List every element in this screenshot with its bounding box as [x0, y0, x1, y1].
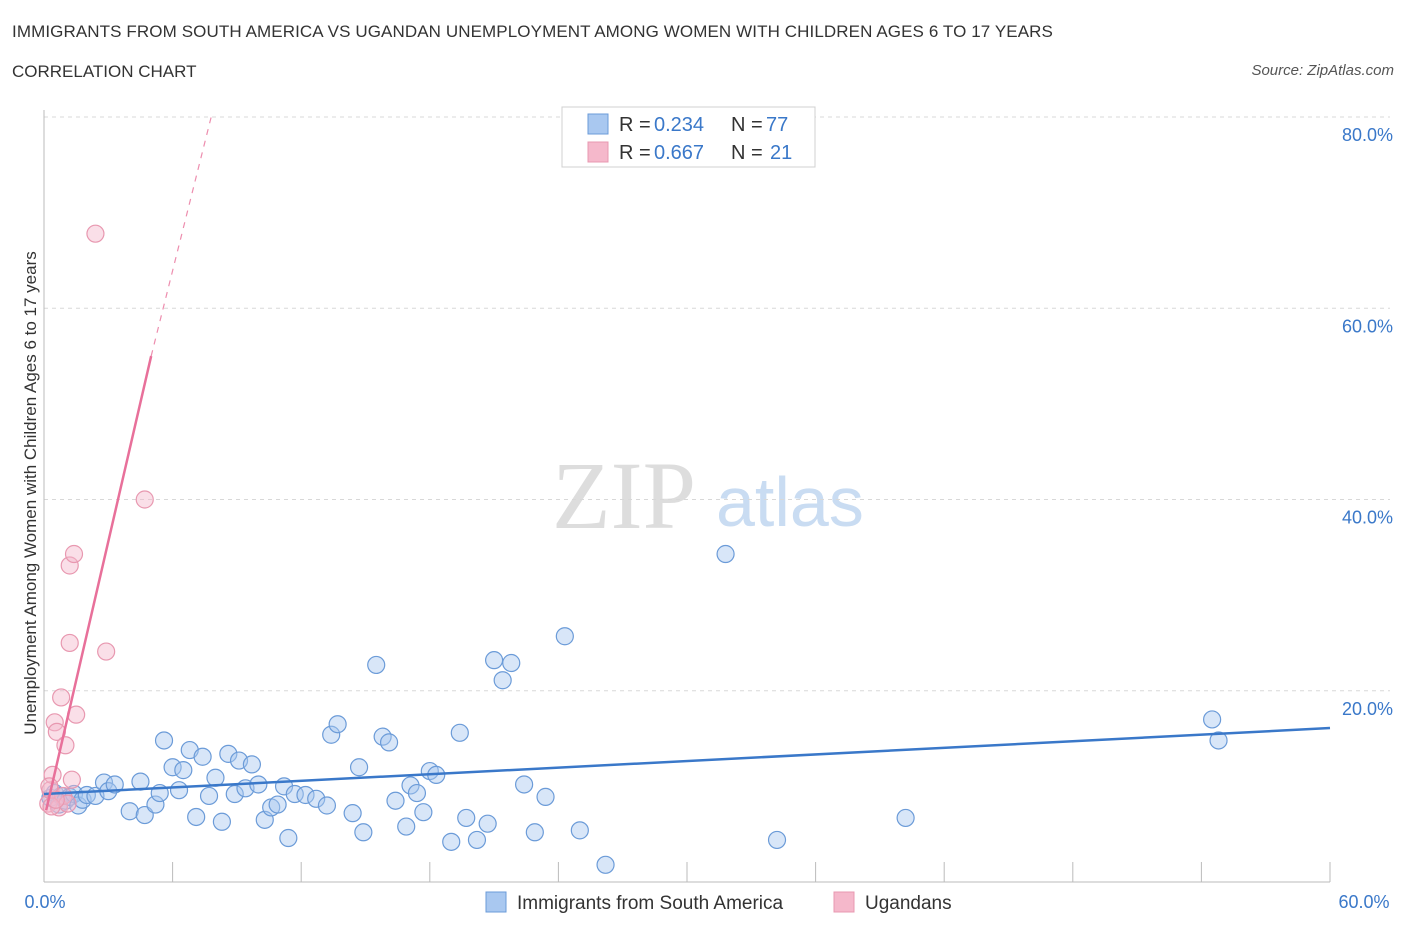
point-immigrants-59: [442, 832, 461, 851]
point-immigrants-55: [407, 783, 427, 803]
point-immigrants-21: [169, 781, 189, 800]
legend-n-value-blue: 77: [766, 114, 788, 136]
point-immigrants-41: [296, 785, 315, 805]
series-ugandans-points: [39, 224, 154, 817]
y-tick-label-0: 20.0%: [1342, 699, 1393, 719]
y-axis-label: Unemployment Among Women with Children A…: [21, 251, 40, 735]
point-immigrants-49: [367, 655, 386, 675]
trend-line-ugandans: [44, 355, 153, 811]
point-immigrants-74: [767, 830, 787, 850]
point-immigrants-65: [493, 671, 512, 690]
point-immigrants-25: [193, 747, 212, 766]
point-immigrants-24: [187, 807, 206, 827]
watermark-zip: ZIP: [552, 442, 696, 549]
point-immigrants-22: [174, 761, 193, 780]
point-immigrants-76: [1203, 710, 1222, 729]
point-immigrants-51: [379, 733, 399, 752]
point-immigrants-67: [515, 775, 534, 794]
point-ugandans-17: [135, 490, 154, 509]
point-immigrants-62: [467, 830, 487, 850]
point-immigrants-44: [322, 725, 341, 744]
bottom-legend-label-ugandans: Ugandans: [865, 893, 952, 914]
series-legend: Immigrants from South America Ugandans: [485, 891, 952, 914]
legend-r-value-pink: 0.667: [654, 142, 704, 164]
point-immigrants-48: [354, 823, 373, 842]
point-ugandans-10: [60, 556, 79, 575]
point-immigrants-33: [242, 755, 262, 774]
bottom-legend-swatch-ugandans: [833, 891, 855, 913]
watermark-atlas: atlas: [716, 463, 864, 541]
x-tick-label-min: 0.0%: [24, 892, 65, 912]
y-tick-label-2: 60.0%: [1342, 316, 1393, 336]
point-immigrants-56: [414, 803, 433, 822]
point-immigrants-45: [328, 715, 347, 734]
point-immigrants-26: [199, 786, 219, 806]
legend-swatch-pink: [587, 141, 609, 163]
point-immigrants-71: [570, 821, 589, 840]
point-immigrants-72: [596, 855, 615, 874]
point-immigrants-37: [268, 795, 287, 814]
series-immigrants-points: [41, 544, 1228, 874]
legend-swatch-blue: [587, 113, 609, 135]
point-ugandans-6: [52, 688, 71, 707]
point-immigrants-53: [397, 817, 416, 836]
x-ticks: [172, 862, 1331, 882]
point-ugandans-16: [97, 642, 116, 661]
legend-r-label-blue: R =: [619, 114, 651, 136]
point-ugandans-12: [62, 770, 81, 789]
stats-legend: R = 0.234 N = 77 R = 0.667 N = 21: [561, 106, 816, 168]
point-immigrants-70: [555, 627, 574, 646]
point-immigrants-52: [386, 791, 405, 810]
y-tick-labels: 20.0% 40.0% 60.0% 80.0%: [1342, 125, 1393, 719]
trend-line-immigrants: [43, 726, 1331, 796]
legend-r-value-blue: 0.234: [654, 114, 704, 136]
point-immigrants-66: [502, 653, 521, 673]
point-immigrants-20: [163, 758, 182, 777]
point-immigrants-61: [457, 808, 476, 828]
x-tick-label-max: 60.0%: [1338, 892, 1389, 912]
point-immigrants-69: [536, 787, 555, 806]
point-immigrants-46: [343, 804, 362, 823]
point-immigrants-17: [146, 795, 165, 814]
point-immigrants-19: [154, 731, 174, 750]
point-immigrants-14: [120, 802, 139, 821]
point-immigrants-39: [279, 828, 298, 848]
point-immigrants-13: [105, 775, 124, 794]
bottom-legend-swatch-immigrants: [485, 891, 507, 913]
point-immigrants-64: [485, 651, 504, 670]
trend-line-ugandans-extension: [150, 116, 212, 357]
point-immigrants-29: [219, 744, 238, 763]
point-immigrants-43: [317, 796, 337, 815]
point-ugandans-11: [60, 633, 79, 653]
y-tick-label-3: 80.0%: [1342, 125, 1393, 145]
legend-n-label-pink: N =: [731, 142, 763, 164]
point-immigrants-75: [896, 808, 915, 828]
bottom-legend-label-immigrants: Immigrants from South America: [517, 893, 784, 914]
chart-title: IMMIGRANTS FROM SOUTH AMERICA VS UGANDAN…: [12, 22, 1053, 41]
point-immigrants-47: [349, 758, 369, 777]
point-immigrants-73: [716, 544, 735, 564]
chart-subtitle: CORRELATION CHART: [12, 62, 197, 81]
point-ugandans-15: [86, 224, 105, 243]
source-label: Source: ZipAtlas.com: [1251, 62, 1394, 79]
y-tick-label-1: 40.0%: [1342, 508, 1393, 528]
point-immigrants-60: [450, 723, 469, 742]
point-immigrants-68: [525, 823, 544, 842]
point-immigrants-30: [225, 784, 244, 804]
legend-n-value-pink: 21: [770, 142, 792, 164]
point-immigrants-63: [478, 814, 497, 833]
legend-n-label-blue: N =: [731, 114, 763, 136]
legend-r-label-pink: R =: [619, 142, 651, 164]
point-immigrants-28: [212, 812, 231, 831]
point-immigrants-77: [1209, 731, 1228, 750]
trend-lines: [43, 116, 1331, 811]
grid-lines: [44, 116, 1390, 692]
point-ugandans-13: [64, 544, 84, 564]
point-immigrants-42: [307, 789, 326, 808]
